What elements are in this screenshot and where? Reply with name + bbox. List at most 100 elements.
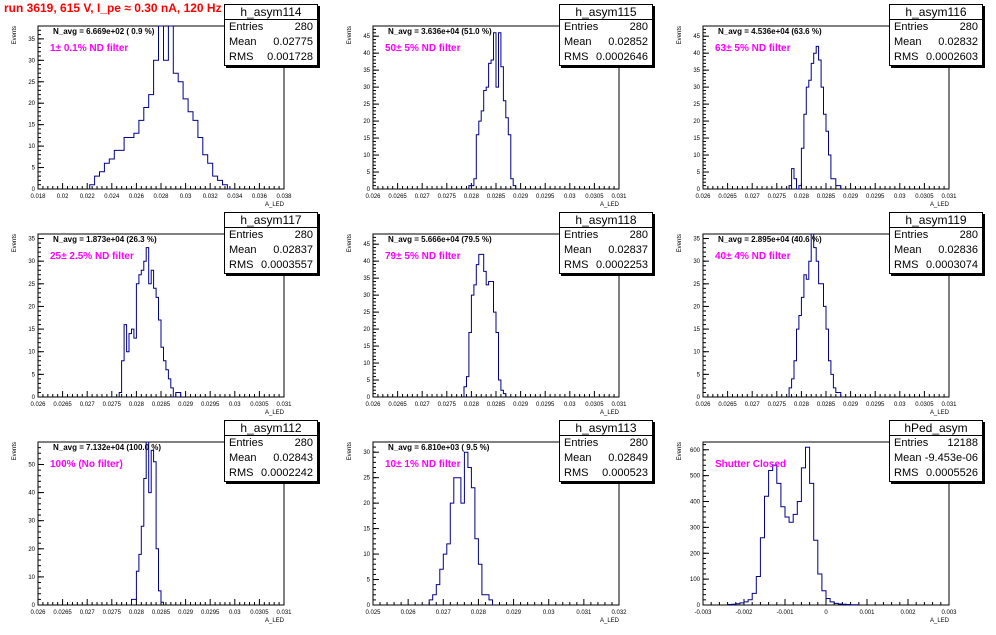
stat-value: 280 xyxy=(630,228,648,243)
y-tick-label: 0 xyxy=(697,395,701,401)
y-axis-label: Events xyxy=(12,234,18,252)
histogram-bin xyxy=(777,483,781,605)
histogram-bin xyxy=(769,470,773,605)
y-tick-label: 20 xyxy=(363,501,370,507)
y-axis-label: Events xyxy=(347,442,353,460)
x-tick-label: 0.025 xyxy=(365,610,381,616)
y-tick-label: 30 xyxy=(693,85,700,91)
y-tick-label: 0 xyxy=(367,395,371,401)
histogram-bin xyxy=(161,347,163,397)
histogram-bin xyxy=(454,478,458,605)
x-tick-label: -0.003 xyxy=(694,610,712,616)
y-tick-label: 10 xyxy=(363,361,370,367)
x-tick-label: 0.034 xyxy=(227,194,243,200)
histogram-bin xyxy=(819,284,821,397)
histogram-bin xyxy=(149,493,151,605)
y-tick-label: 15 xyxy=(693,136,700,142)
x-tick-label: -0.001 xyxy=(776,610,794,616)
x-tick-label: 0.026 xyxy=(30,610,46,616)
x-tick-label: 0.026 xyxy=(695,194,711,200)
histogram-bin xyxy=(498,380,500,397)
histogram-bin xyxy=(484,271,486,397)
histogram-bin xyxy=(489,600,493,605)
histogram-bin xyxy=(797,502,801,605)
histogram-bin xyxy=(178,392,180,397)
histogram-bin xyxy=(765,496,769,605)
y-tick-label: 25 xyxy=(363,476,370,482)
histogram-bin xyxy=(826,329,828,397)
x-tick-label: 0.0295 xyxy=(866,194,885,200)
filter-annotation: 1± 0.1% ND filter xyxy=(50,43,128,54)
stat-key: Mean xyxy=(894,451,922,466)
y-tick-label: 45 xyxy=(363,34,370,40)
stat-key: Entries xyxy=(229,20,263,35)
histogram-bin xyxy=(756,577,760,605)
histogram-bin xyxy=(154,288,156,397)
x-tick-label: 0.03 xyxy=(229,402,241,408)
navg-label: N_avg = 1.873e+04 (26.3 %) xyxy=(53,235,157,244)
x-tick-label: 0.0295 xyxy=(201,402,220,408)
histogram-bin xyxy=(122,361,124,397)
histogram-bin xyxy=(464,387,466,397)
histogram-bin xyxy=(119,150,124,189)
histogram-bin xyxy=(809,80,811,189)
x-tick-label: 0.03 xyxy=(894,194,906,200)
x-tick-label: 0.032 xyxy=(611,610,627,616)
y-tick-label: 10 xyxy=(363,153,370,159)
histogram-bin xyxy=(833,388,835,397)
histogram-bin xyxy=(129,138,134,189)
x-tick-label: 0.0295 xyxy=(866,402,885,408)
y-axis-label: Events xyxy=(12,442,18,460)
histogram-bin xyxy=(468,467,472,605)
histogram-bin xyxy=(826,599,830,605)
histogram-bin xyxy=(838,604,842,605)
histogram-bin xyxy=(146,248,148,397)
histogram-bin xyxy=(168,26,173,189)
x-tick-label: 0.0265 xyxy=(388,402,407,408)
y-tick-label: 45 xyxy=(363,242,370,248)
histogram-bin xyxy=(471,488,475,605)
y-tick-label: 30 xyxy=(28,259,35,265)
histogram-bin xyxy=(134,599,136,605)
y-tick-label: 20 xyxy=(28,547,35,553)
histogram-bin xyxy=(134,133,139,189)
histogram-bin xyxy=(171,388,173,397)
histogram-bin xyxy=(136,571,138,605)
histogram-bin xyxy=(159,320,161,397)
histogram-bin xyxy=(511,179,513,189)
x-tick-label: 0.0265 xyxy=(53,610,72,616)
histogram-bin xyxy=(478,564,482,605)
histogram-bin xyxy=(740,603,744,605)
histogram-bin xyxy=(436,585,440,605)
y-tick-label: 15 xyxy=(363,344,370,350)
stat-key: Entries xyxy=(564,20,598,35)
y-tick-label: 40 xyxy=(363,259,370,265)
stat-value: 0.0002242 xyxy=(261,466,313,481)
histogram-bin xyxy=(479,254,481,397)
x-tick-label: -0.002 xyxy=(735,610,753,616)
histogram-bin xyxy=(744,602,748,605)
stat-key: Entries xyxy=(894,20,928,35)
x-tick-label: 0.002 xyxy=(900,610,916,616)
stat-key: Mean xyxy=(564,243,592,258)
histogram-bin xyxy=(149,95,154,189)
y-tick-label: 30 xyxy=(363,293,370,299)
histogram-bin xyxy=(198,138,203,189)
stat-value: 280 xyxy=(295,20,313,35)
x-tick-label: 0.0275 xyxy=(438,402,457,408)
x-tick-label: 0.027 xyxy=(415,402,431,408)
histogram-bin xyxy=(176,392,178,397)
stat-value: 0.02837 xyxy=(273,243,313,258)
histogram-bin xyxy=(475,539,479,605)
x-tick-label: 0 xyxy=(824,610,828,616)
histogram-bin xyxy=(748,600,752,605)
